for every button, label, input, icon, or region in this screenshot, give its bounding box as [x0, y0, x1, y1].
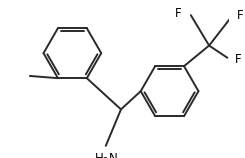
Text: F: F [175, 7, 182, 20]
Text: F: F [236, 9, 243, 22]
Text: H$_2$N: H$_2$N [94, 152, 118, 158]
Text: F: F [235, 53, 242, 66]
